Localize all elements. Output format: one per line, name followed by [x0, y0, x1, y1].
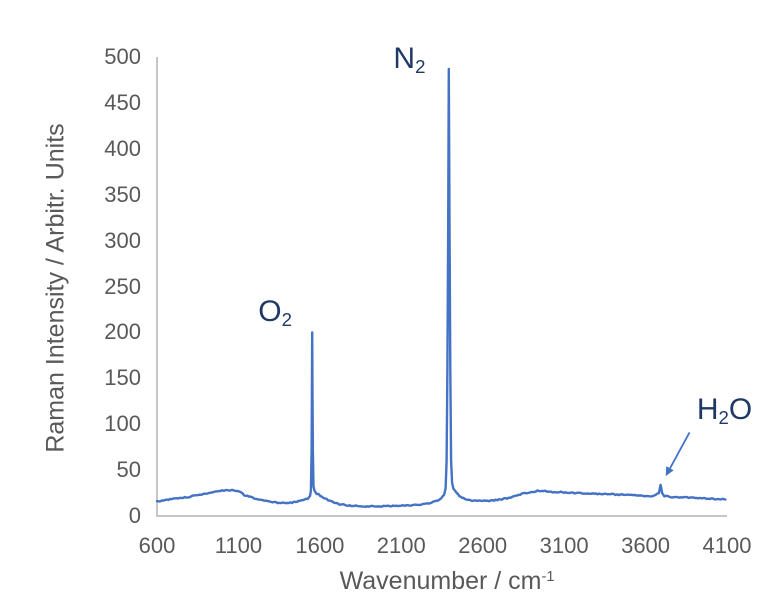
h2o-label-arrow-line — [669, 432, 691, 469]
spectrum-line — [155, 67, 727, 508]
h2o-label-arrowhead — [665, 466, 674, 477]
axis-lines — [156, 57, 727, 517]
